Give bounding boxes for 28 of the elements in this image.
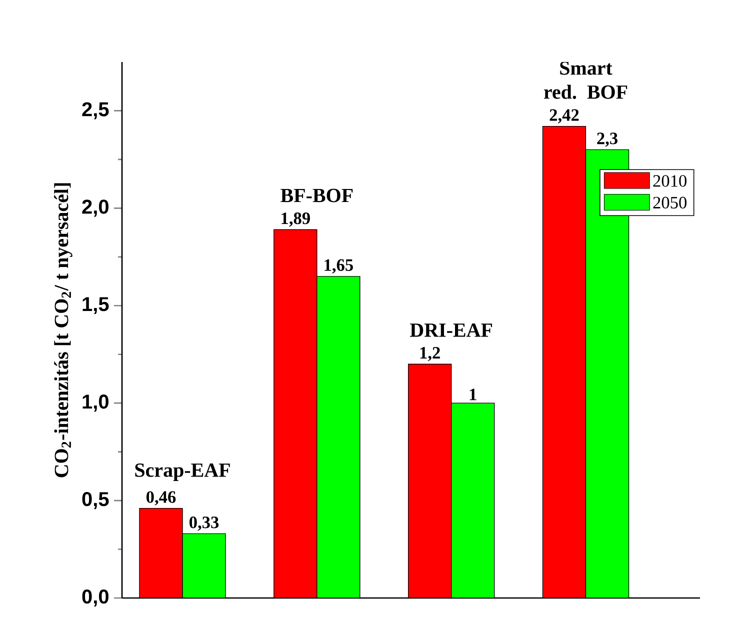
bar	[274, 229, 318, 598]
data-label: 1,89	[282, 212, 310, 227]
y-tick-label: 0,0	[82, 589, 108, 607]
bar	[139, 508, 183, 598]
bar	[408, 364, 452, 598]
bar	[316, 276, 360, 598]
y-tick-label: 2,5	[82, 102, 109, 120]
legend-label: 2010	[653, 175, 687, 187]
y-tick-label: 2,0	[82, 200, 108, 217]
x-tick-label: DRI-EAF	[410, 323, 492, 337]
x-tick-label: Scrap-EAF	[135, 463, 230, 481]
data-label: 1,65	[324, 259, 353, 274]
y-tick-label: 1,5	[82, 297, 109, 314]
data-label: 1	[470, 388, 476, 400]
data-label: 1,2	[420, 347, 440, 362]
x-tick-label: Smart red. BOF	[544, 61, 628, 99]
bar	[451, 402, 495, 598]
legend-label: 2050	[653, 196, 687, 208]
bar	[182, 533, 226, 598]
y-axis-title: CO$_{2}$-intenzitás [t CO$_{2}$/ t nyersacél]	[54, 183, 72, 478]
data-label: 2,42	[550, 109, 579, 124]
y-tick-label: 1,0	[82, 394, 108, 412]
data-label: 0,33	[190, 516, 219, 531]
x-tick-label: BF-BOF	[280, 188, 353, 202]
bar	[542, 126, 586, 598]
data-label: 2,3	[597, 132, 618, 147]
y-tick-label: 0,5	[82, 492, 109, 510]
data-label: 0,46	[146, 491, 176, 506]
